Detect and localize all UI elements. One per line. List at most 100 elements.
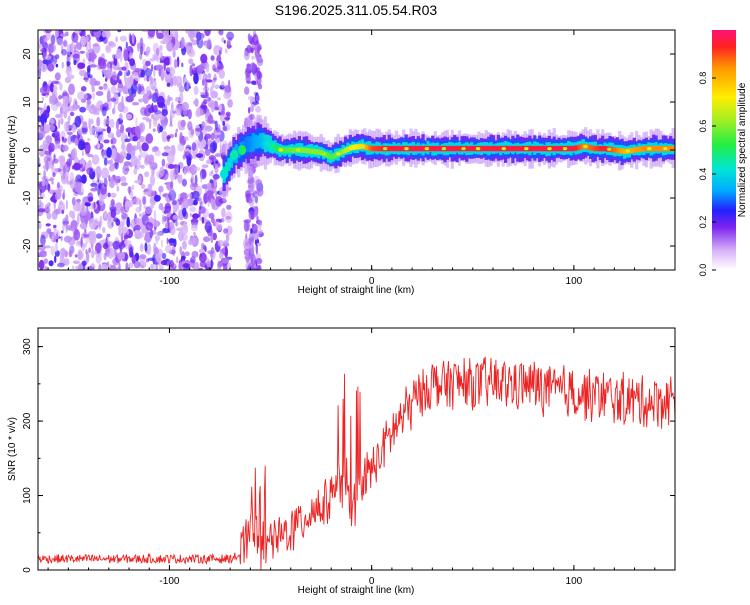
noise-blob xyxy=(139,149,143,155)
ridge-core xyxy=(244,142,248,149)
noise-blob xyxy=(149,228,154,239)
ridge-core xyxy=(637,146,641,152)
noise-blob xyxy=(186,79,189,92)
noise-blob xyxy=(195,127,203,132)
noise-blob xyxy=(206,190,214,195)
noise-blob xyxy=(256,66,261,79)
noise-blob xyxy=(159,125,164,133)
noise-blob xyxy=(150,263,155,270)
noise-blob xyxy=(42,140,47,151)
ridge-core xyxy=(610,147,614,153)
noise-blob xyxy=(98,198,105,206)
ridge-core xyxy=(334,152,338,158)
noise-blob xyxy=(193,72,199,85)
noise-blob xyxy=(128,246,134,259)
noise-blob xyxy=(179,132,183,144)
noise-blob xyxy=(101,263,108,270)
noise-blob xyxy=(94,250,98,255)
noise-blob xyxy=(62,40,67,47)
noise-blob xyxy=(195,153,204,159)
noise-blob xyxy=(222,243,230,247)
noise-blob xyxy=(206,257,210,268)
noise-blob xyxy=(246,63,251,67)
noise-blob xyxy=(152,128,156,132)
ridge-bead xyxy=(647,147,652,151)
noise-blob xyxy=(59,83,63,91)
noise-blob xyxy=(192,199,198,206)
noise-blob xyxy=(160,239,164,248)
noise-blob xyxy=(118,79,122,84)
noise-blob xyxy=(248,237,253,245)
noise-blob xyxy=(106,90,111,103)
noise-blob xyxy=(38,59,43,68)
x-tick-label: 0 xyxy=(369,276,375,287)
noise-blob xyxy=(95,233,103,239)
noise-blob xyxy=(221,207,226,218)
ridge-core xyxy=(229,157,233,163)
noise-blob xyxy=(114,247,117,256)
noise-blob xyxy=(109,118,115,128)
noise-blob xyxy=(158,203,164,211)
ridge-core xyxy=(283,147,287,153)
noise-blob xyxy=(205,79,213,83)
noise-blob xyxy=(116,87,123,92)
noise-blob xyxy=(116,266,121,270)
noise-blob xyxy=(80,86,87,92)
ridge-core xyxy=(635,147,639,153)
noise-blob xyxy=(250,80,257,85)
noise-blob xyxy=(218,103,222,113)
noise-blob xyxy=(105,67,113,79)
noise-blob xyxy=(210,258,213,269)
ridge-core xyxy=(317,149,321,155)
ridge-core xyxy=(339,150,343,156)
noise-blob xyxy=(79,106,86,113)
x-tick-label: 0 xyxy=(369,576,375,587)
ridge-core xyxy=(331,153,335,159)
ridge-core xyxy=(436,145,440,152)
noise-blob xyxy=(88,247,91,254)
noise-blob xyxy=(140,106,148,116)
noise-blob xyxy=(145,68,152,77)
noise-blob xyxy=(117,30,122,33)
noise-blob xyxy=(61,173,68,185)
ridge-core xyxy=(472,145,476,152)
noise-blob xyxy=(257,219,263,226)
ridge-core xyxy=(450,145,454,152)
noise-blob xyxy=(187,198,194,204)
noise-blob xyxy=(217,223,223,231)
noise-blob xyxy=(147,30,155,38)
noise-blob xyxy=(131,72,139,80)
noise-blob xyxy=(161,158,166,167)
ridge-core xyxy=(484,145,488,152)
noise-blob xyxy=(211,170,214,175)
noise-blob xyxy=(140,183,146,189)
noise-blob xyxy=(207,200,210,208)
noise-blob xyxy=(200,53,208,64)
ridge-onset-blob xyxy=(230,149,239,160)
noise-blob xyxy=(172,110,177,114)
x-tick-label: -100 xyxy=(159,576,179,587)
ridge-core xyxy=(448,145,452,152)
ridge-core xyxy=(348,145,352,151)
noise-blob xyxy=(73,44,77,53)
ridge-core xyxy=(288,147,292,153)
noise-blob xyxy=(84,142,91,154)
noise-blob xyxy=(60,235,63,242)
noise-blob xyxy=(150,174,155,187)
noise-blob xyxy=(107,132,114,139)
noise-blob xyxy=(66,158,71,168)
noise-blob xyxy=(190,128,194,136)
ridge-core xyxy=(513,145,517,152)
noise-blob xyxy=(145,133,154,144)
noise-blob xyxy=(81,244,85,252)
noise-blob xyxy=(149,159,155,171)
noise-blob xyxy=(41,180,46,187)
noise-blob xyxy=(53,154,56,162)
noise-blob xyxy=(74,181,82,192)
noise-blob xyxy=(118,91,121,97)
noise-blob xyxy=(101,30,108,38)
noise-blob xyxy=(43,169,46,180)
noise-blob xyxy=(180,37,185,49)
noise-blob xyxy=(215,60,220,67)
noise-blob xyxy=(226,39,231,50)
